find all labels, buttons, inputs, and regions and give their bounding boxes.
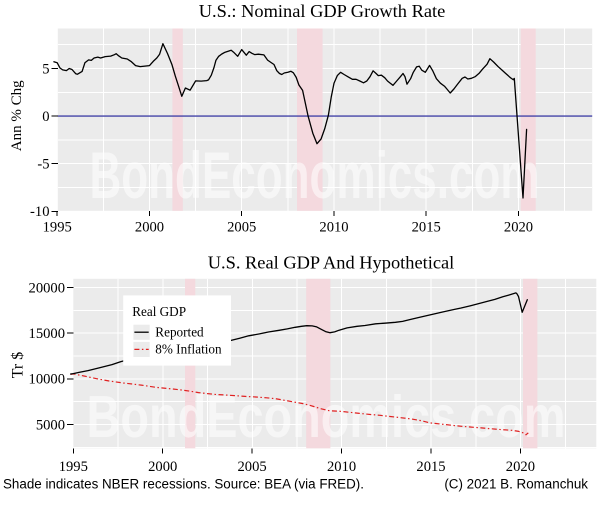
- svg-text:2020: 2020: [504, 220, 533, 236]
- svg-text:BondEconomics.com: BondEconomics.com: [87, 384, 566, 450]
- svg-text:Ann % Chg: Ann % Chg: [9, 80, 25, 151]
- svg-text:2010: 2010: [319, 220, 348, 236]
- svg-text:-5: -5: [37, 157, 49, 173]
- svg-text:2015: 2015: [416, 459, 445, 475]
- svg-text:2000: 2000: [135, 220, 164, 236]
- svg-text:15000: 15000: [29, 326, 65, 342]
- svg-text:U.S. Real GDP And Hypothetical: U.S. Real GDP And Hypothetical: [208, 253, 455, 273]
- svg-text:5000: 5000: [36, 417, 65, 433]
- svg-text:1995: 1995: [59, 459, 88, 475]
- svg-text:2000: 2000: [148, 459, 177, 475]
- svg-text:U.S.: Nominal GDP Growth Rate: U.S.: Nominal GDP Growth Rate: [199, 1, 446, 21]
- svg-text:2020: 2020: [506, 459, 535, 475]
- svg-text:2015: 2015: [412, 220, 441, 236]
- svg-text:5: 5: [42, 61, 49, 77]
- svg-text:BondEconomics.com: BondEconomics.com: [90, 138, 540, 212]
- svg-text:Real GDP: Real GDP: [132, 304, 186, 319]
- svg-text:2005: 2005: [227, 220, 256, 236]
- svg-text:0: 0: [42, 109, 49, 125]
- svg-text:20000: 20000: [29, 280, 65, 296]
- svg-text:Shade indicates NBER recession: Shade indicates NBER recessions. Source:…: [3, 477, 364, 492]
- svg-text:2010: 2010: [327, 459, 356, 475]
- svg-text:Tr $: Tr $: [10, 352, 27, 379]
- svg-text:2005: 2005: [238, 459, 267, 475]
- svg-text:-10: -10: [30, 204, 49, 220]
- svg-text:(C) 2021 B. Romanchuk: (C) 2021 B. Romanchuk: [444, 477, 588, 492]
- svg-text:Reported: Reported: [155, 324, 204, 339]
- svg-text:1995: 1995: [43, 220, 72, 236]
- svg-text:8% Inflation: 8% Inflation: [155, 342, 222, 357]
- svg-text:10000: 10000: [29, 372, 65, 388]
